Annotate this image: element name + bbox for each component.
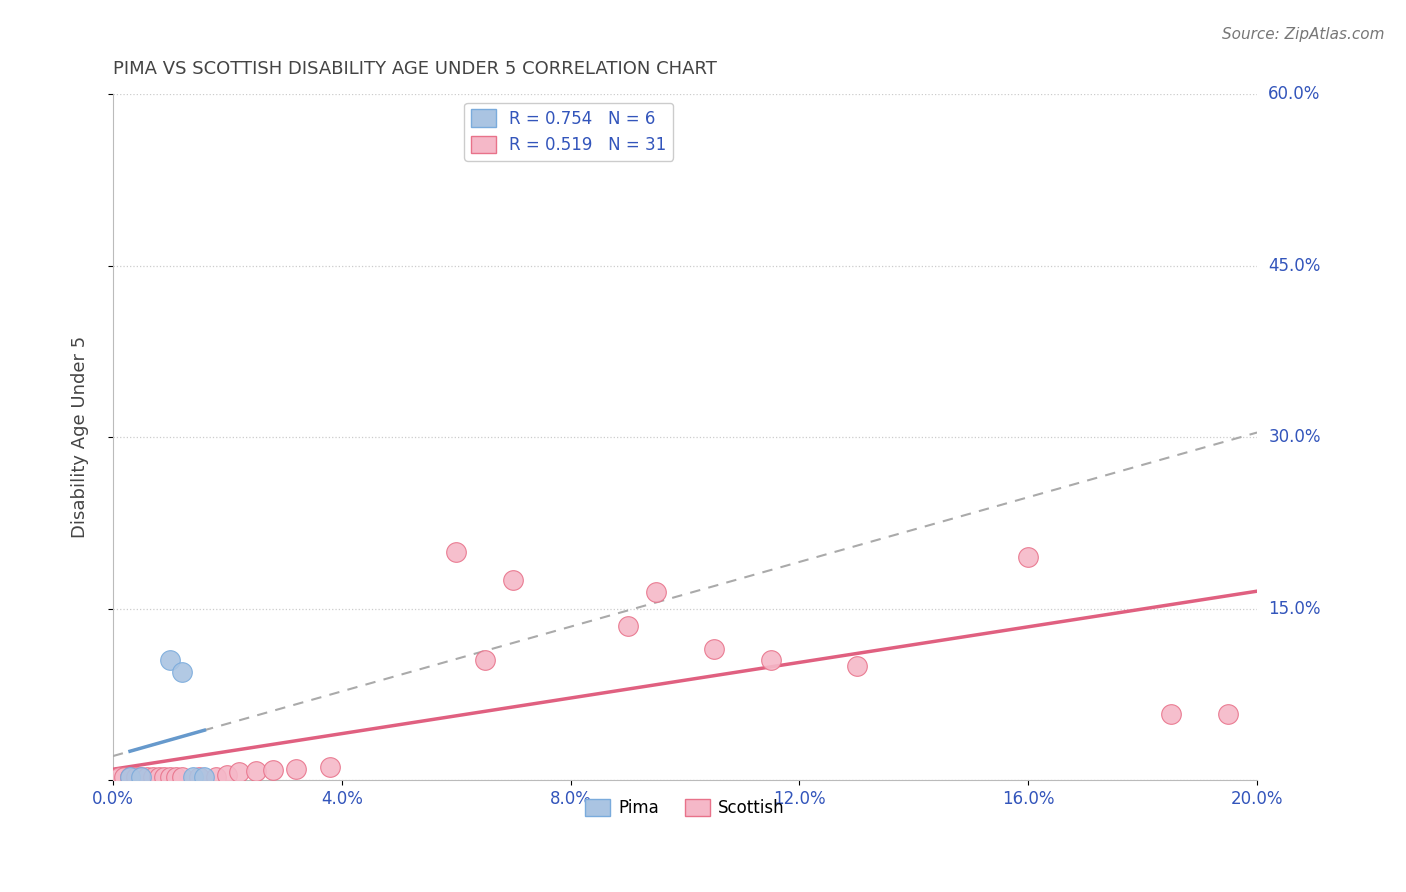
Point <box>107 770 129 784</box>
Point <box>181 770 204 784</box>
Point <box>759 653 782 667</box>
Text: PIMA VS SCOTTISH DISABILITY AGE UNDER 5 CORRELATION CHART: PIMA VS SCOTTISH DISABILITY AGE UNDER 5 … <box>112 60 717 78</box>
Legend: Pima, Scottish: Pima, Scottish <box>579 792 792 823</box>
Point <box>217 767 239 781</box>
Point <box>502 574 524 588</box>
Point <box>474 653 496 667</box>
Point <box>142 770 165 784</box>
Point <box>148 770 170 784</box>
Point <box>1218 706 1240 721</box>
Point <box>228 765 250 780</box>
Point <box>262 763 284 777</box>
Text: 45.0%: 45.0% <box>1268 257 1320 275</box>
Point <box>187 770 209 784</box>
Point <box>118 770 141 784</box>
Point <box>193 770 215 784</box>
Point <box>153 770 176 784</box>
Point <box>112 770 135 784</box>
Point <box>136 770 159 784</box>
Text: 60.0%: 60.0% <box>1268 86 1320 103</box>
Point <box>125 770 148 784</box>
Point <box>245 764 267 779</box>
Point <box>165 770 187 784</box>
Point <box>1017 550 1039 565</box>
Text: Source: ZipAtlas.com: Source: ZipAtlas.com <box>1222 27 1385 42</box>
Y-axis label: Disability Age Under 5: Disability Age Under 5 <box>72 336 89 539</box>
Point <box>205 770 228 784</box>
Point <box>159 770 181 784</box>
Point <box>616 619 638 633</box>
Point <box>131 770 153 784</box>
Point <box>170 770 193 784</box>
Point <box>645 584 668 599</box>
Point <box>284 762 307 776</box>
Point <box>444 544 467 558</box>
Point <box>703 641 725 656</box>
Point <box>131 770 153 784</box>
Point <box>159 653 181 667</box>
Point <box>1160 706 1182 721</box>
Point <box>170 665 193 679</box>
Text: 15.0%: 15.0% <box>1268 599 1320 618</box>
Point <box>319 759 342 773</box>
Point <box>845 659 868 673</box>
Text: 30.0%: 30.0% <box>1268 428 1320 446</box>
Point <box>118 770 141 784</box>
